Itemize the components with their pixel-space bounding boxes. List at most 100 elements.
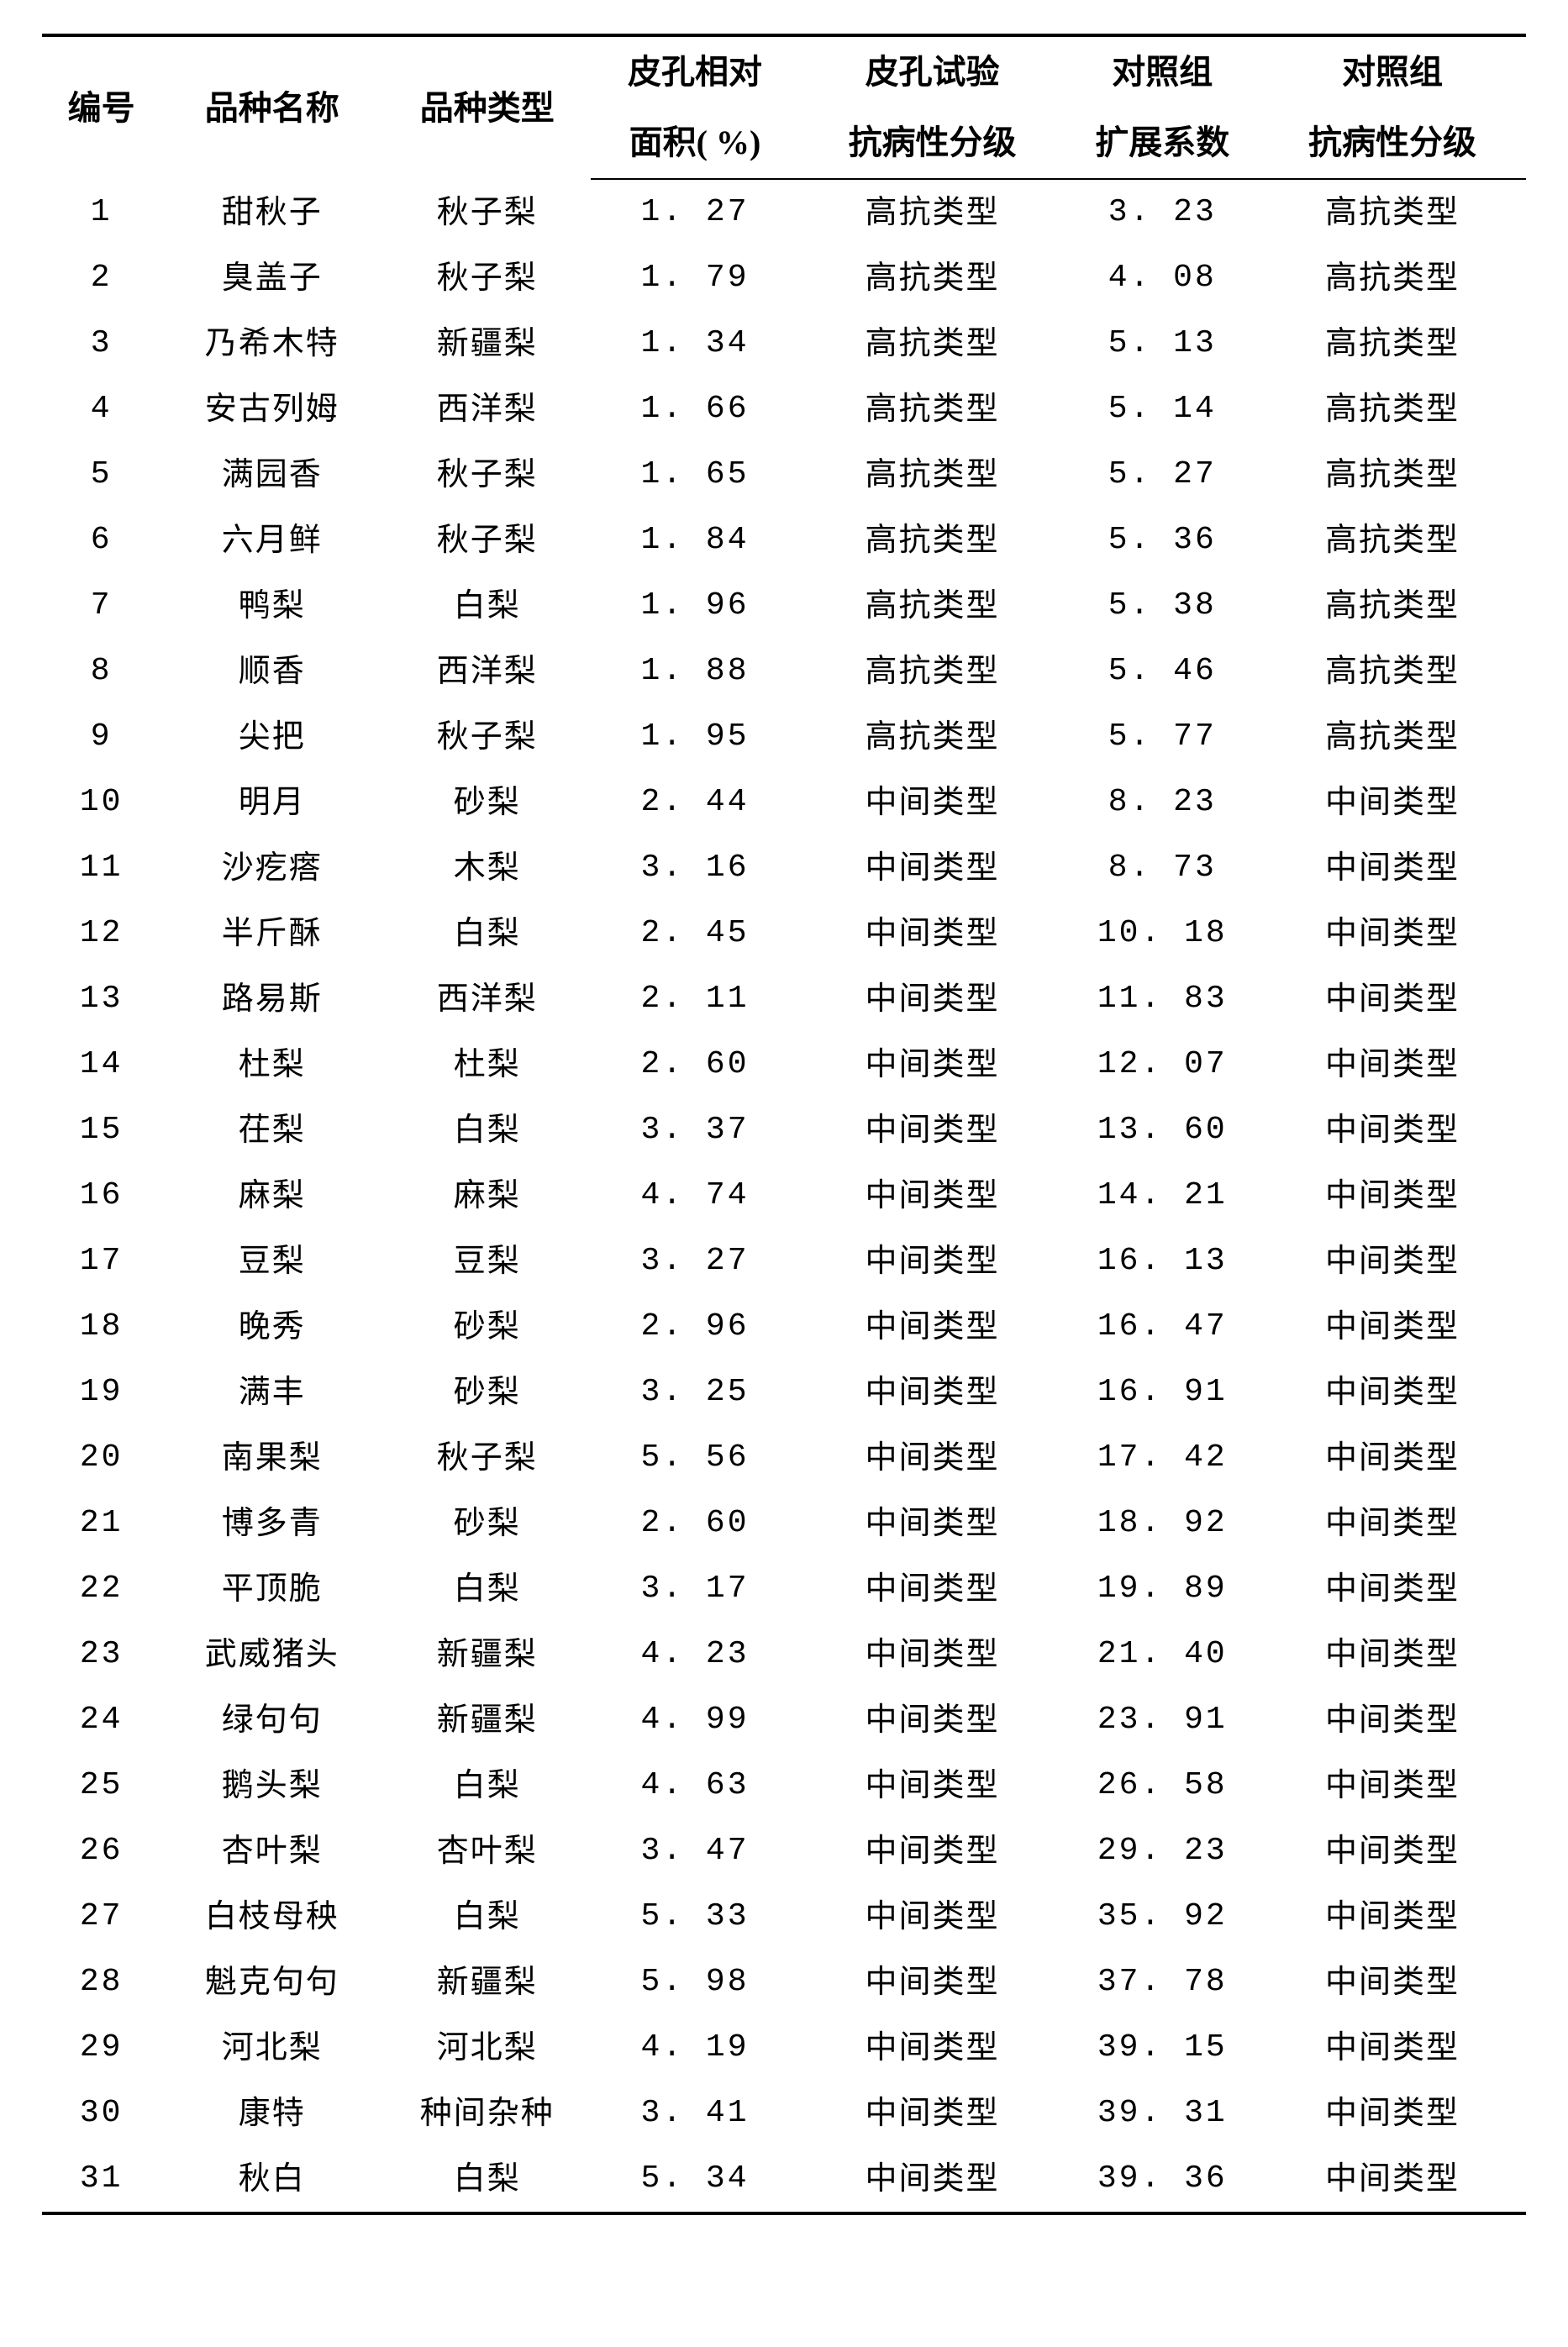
cell-ctrlgrade: 中间类型: [1259, 770, 1526, 835]
cell-no: 4: [42, 376, 160, 442]
col-header-pkgrade-l2: 抗病性分级: [799, 108, 1066, 179]
cell-no: 30: [42, 2081, 160, 2146]
table-row: 28魁克句句新疆梨5. 98中间类型37. 78中间类型: [42, 1950, 1526, 2015]
table-row: 12半斤酥白梨2. 45中间类型10. 18中间类型: [42, 901, 1526, 966]
cell-type: 河北梨: [383, 2015, 591, 2081]
table-row: 16麻梨麻梨4. 74中间类型14. 21中间类型: [42, 1163, 1526, 1229]
cell-ctrlcoef: 8. 73: [1066, 835, 1260, 901]
cell-ctrlgrade: 中间类型: [1259, 1032, 1526, 1097]
col-header-area-l1: 皮孔相对: [591, 35, 798, 108]
cell-ctrlcoef: 23. 91: [1066, 1687, 1260, 1753]
cell-area: 3. 17: [591, 1556, 798, 1622]
cell-pkgrade: 中间类型: [799, 1097, 1066, 1163]
cell-type: 秋子梨: [383, 179, 591, 245]
cell-name: 尖把: [160, 704, 383, 770]
cell-pkgrade: 中间类型: [799, 1425, 1066, 1491]
cell-no: 11: [42, 835, 160, 901]
cell-no: 27: [42, 1884, 160, 1950]
cell-ctrlcoef: 11. 83: [1066, 966, 1260, 1032]
cell-type: 秋子梨: [383, 1425, 591, 1491]
cell-no: 1: [42, 179, 160, 245]
cell-name: 麻梨: [160, 1163, 383, 1229]
cell-pkgrade: 中间类型: [799, 770, 1066, 835]
cell-ctrlcoef: 5. 14: [1066, 376, 1260, 442]
cell-name: 南果梨: [160, 1425, 383, 1491]
cell-no: 28: [42, 1950, 160, 2015]
cell-type: 白梨: [383, 1097, 591, 1163]
col-header-area-l2: 面积( %): [591, 108, 798, 179]
table-row: 3乃希木特新疆梨1. 34高抗类型5. 13高抗类型: [42, 311, 1526, 376]
cell-ctrlcoef: 18. 92: [1066, 1491, 1260, 1556]
cell-area: 4. 23: [591, 1622, 798, 1687]
cell-area: 2. 45: [591, 901, 798, 966]
cell-pkgrade: 高抗类型: [799, 376, 1066, 442]
cell-no: 19: [42, 1360, 160, 1425]
cell-pkgrade: 中间类型: [799, 1753, 1066, 1818]
cell-ctrlgrade: 中间类型: [1259, 1622, 1526, 1687]
table-row: 25鹅头梨白梨4. 63中间类型26. 58中间类型: [42, 1753, 1526, 1818]
cell-type: 西洋梨: [383, 966, 591, 1032]
table-row: 9尖把秋子梨1. 95高抗类型5. 77高抗类型: [42, 704, 1526, 770]
cell-ctrlcoef: 5. 77: [1066, 704, 1260, 770]
cell-type: 新疆梨: [383, 1622, 591, 1687]
cell-pkgrade: 中间类型: [799, 2146, 1066, 2213]
cell-name: 满园香: [160, 442, 383, 508]
cell-ctrlcoef: 16. 47: [1066, 1294, 1260, 1360]
cell-no: 24: [42, 1687, 160, 1753]
cell-ctrlgrade: 高抗类型: [1259, 311, 1526, 376]
cell-name: 鸭梨: [160, 573, 383, 639]
table-row: 24绿句句新疆梨4. 99中间类型23. 91中间类型: [42, 1687, 1526, 1753]
cell-no: 20: [42, 1425, 160, 1491]
cell-type: 白梨: [383, 1556, 591, 1622]
cell-area: 1. 96: [591, 573, 798, 639]
page: 编号 品种名称 品种类型 皮孔相对 皮孔试验 对照组 对照组 面积( %) 抗病…: [0, 0, 1568, 2249]
cell-ctrlcoef: 8. 23: [1066, 770, 1260, 835]
cell-pkgrade: 中间类型: [799, 1818, 1066, 1884]
cell-type: 砂梨: [383, 1294, 591, 1360]
cell-area: 2. 44: [591, 770, 798, 835]
table-row: 14杜梨杜梨2. 60中间类型12. 07中间类型: [42, 1032, 1526, 1097]
cell-name: 甜秋子: [160, 179, 383, 245]
table-row: 20南果梨秋子梨5. 56中间类型17. 42中间类型: [42, 1425, 1526, 1491]
table-row: 11沙疙瘩木梨3. 16中间类型8. 73中间类型: [42, 835, 1526, 901]
cell-ctrlgrade: 中间类型: [1259, 1425, 1526, 1491]
cell-area: 4. 63: [591, 1753, 798, 1818]
cell-ctrlgrade: 中间类型: [1259, 2081, 1526, 2146]
cell-no: 17: [42, 1229, 160, 1294]
cell-type: 西洋梨: [383, 639, 591, 704]
data-table: 编号 品种名称 品种类型 皮孔相对 皮孔试验 对照组 对照组 面积( %) 抗病…: [42, 34, 1526, 2215]
cell-area: 5. 56: [591, 1425, 798, 1491]
cell-ctrlcoef: 14. 21: [1066, 1163, 1260, 1229]
table-row: 31秋白白梨5. 34中间类型39. 36中间类型: [42, 2146, 1526, 2213]
cell-no: 14: [42, 1032, 160, 1097]
cell-area: 1. 27: [591, 179, 798, 245]
cell-no: 29: [42, 2015, 160, 2081]
cell-type: 秋子梨: [383, 442, 591, 508]
cell-no: 10: [42, 770, 160, 835]
cell-area: 2. 11: [591, 966, 798, 1032]
cell-area: 2. 96: [591, 1294, 798, 1360]
cell-ctrlgrade: 中间类型: [1259, 2015, 1526, 2081]
table-row: 4安古列姆西洋梨1. 66高抗类型5. 14高抗类型: [42, 376, 1526, 442]
col-header-name: 品种名称: [160, 35, 383, 179]
cell-ctrlcoef: 29. 23: [1066, 1818, 1260, 1884]
cell-pkgrade: 高抗类型: [799, 311, 1066, 376]
cell-area: 3. 25: [591, 1360, 798, 1425]
cell-pkgrade: 高抗类型: [799, 442, 1066, 508]
cell-type: 白梨: [383, 573, 591, 639]
table-row: 5满园香秋子梨1. 65高抗类型5. 27高抗类型: [42, 442, 1526, 508]
cell-type: 秋子梨: [383, 704, 591, 770]
cell-pkgrade: 高抗类型: [799, 245, 1066, 311]
cell-area: 1. 34: [591, 311, 798, 376]
cell-pkgrade: 中间类型: [799, 1163, 1066, 1229]
cell-type: 木梨: [383, 835, 591, 901]
col-header-ctrlcoef-l2: 扩展系数: [1066, 108, 1260, 179]
cell-pkgrade: 高抗类型: [799, 573, 1066, 639]
cell-area: 4. 74: [591, 1163, 798, 1229]
cell-area: 2. 60: [591, 1491, 798, 1556]
cell-type: 新疆梨: [383, 1687, 591, 1753]
cell-ctrlgrade: 中间类型: [1259, 966, 1526, 1032]
table-row: 30康特种间杂种3. 41中间类型39. 31中间类型: [42, 2081, 1526, 2146]
cell-type: 杜梨: [383, 1032, 591, 1097]
cell-no: 5: [42, 442, 160, 508]
